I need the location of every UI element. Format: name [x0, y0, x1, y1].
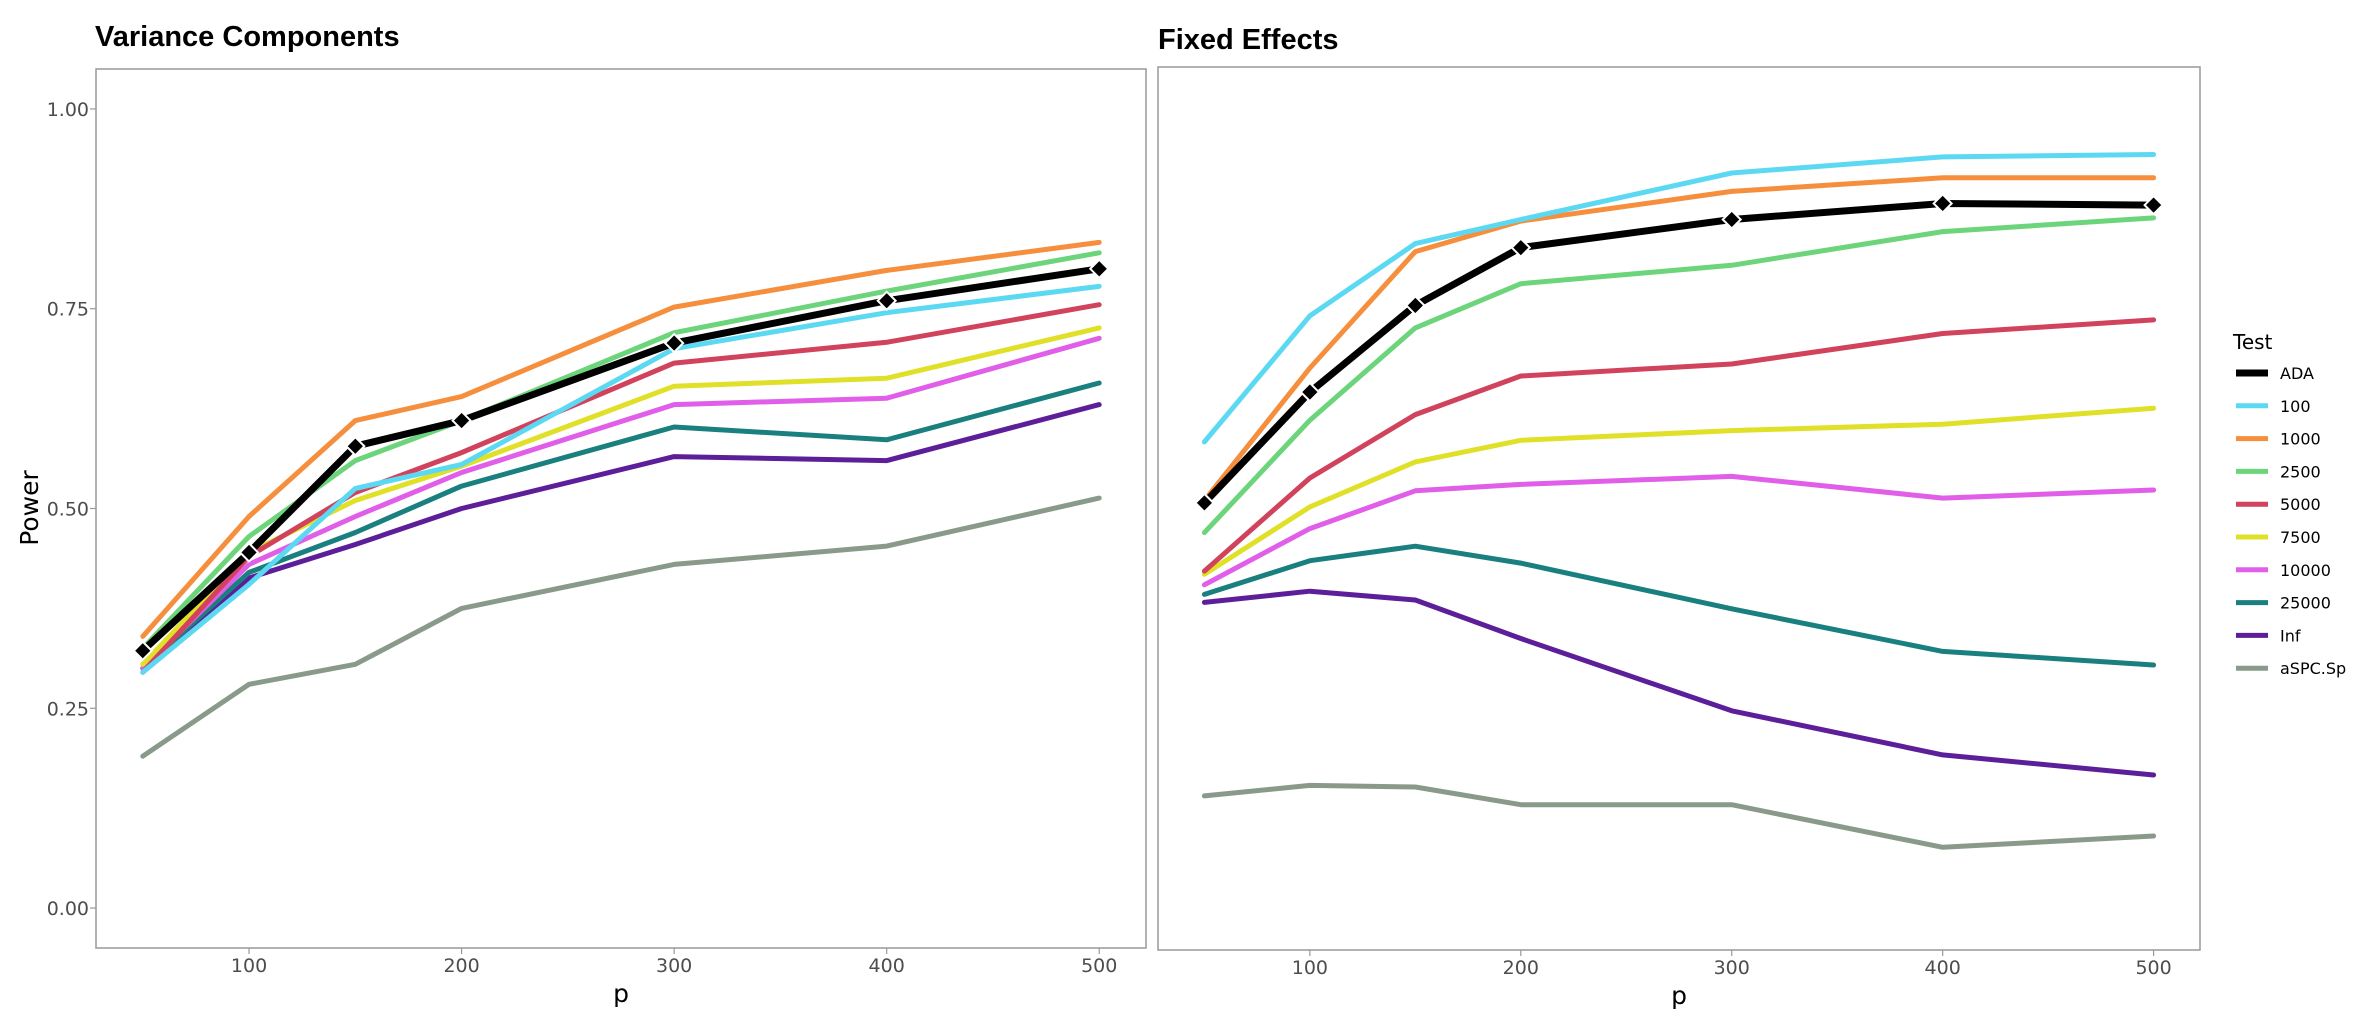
y-tick-label: 0.50 [47, 499, 89, 521]
x-tick-label: 300 [1714, 957, 1750, 979]
x-axis-label: p [1671, 981, 1687, 1010]
series-line-2500 [140, 250, 1102, 651]
series-line-1000 [140, 239, 1102, 639]
x-tick-label: 100 [1292, 957, 1328, 979]
legend-title: Test [2232, 330, 2273, 354]
x-tick-label: 500 [1081, 955, 1117, 977]
y-axis: 0.00 0.25 0.50 0.75 1.00 [47, 99, 96, 920]
series-lines [139, 239, 1103, 759]
series-line-5000 [1201, 317, 2157, 574]
x-axis: 100 200 300 400 500 [231, 948, 1117, 977]
x-tick-label: 200 [1503, 957, 1539, 979]
series-line-100 [1201, 152, 2157, 445]
ada-point [1299, 381, 1321, 403]
series-line-100 [140, 283, 1102, 675]
legend-label: aSPC.Sp [2280, 659, 2346, 678]
x-axis: 100 200 300 400 500 [1292, 950, 2172, 979]
series-lines [1200, 152, 2158, 850]
ada-point [876, 290, 898, 312]
ada-markers [132, 258, 1110, 662]
y-tick-label: 1.00 [47, 99, 89, 121]
ada-point [1404, 294, 1426, 316]
ada-point [132, 640, 154, 662]
series-line-10000 [140, 335, 1102, 671]
y-axis-label: Power [15, 469, 44, 545]
ada-point [2143, 194, 2165, 216]
x-tick-label: 200 [443, 955, 479, 977]
series-line-ada [139, 265, 1103, 655]
panel-variance-components: Variance Components 0.00 0.25 0.50 0.75 1.00… [15, 21, 1147, 1008]
panel-border [95, 68, 1147, 949]
legend-label: 10000 [2280, 561, 2331, 580]
panel-border [1157, 66, 2201, 951]
ada-point [1510, 237, 1532, 259]
y-tick-label: 0.25 [47, 698, 89, 720]
ada-point [1932, 193, 1954, 214]
panel-title: Fixed Effects [1158, 24, 1339, 56]
series-line-7500 [1201, 405, 2157, 577]
x-tick-label: 500 [2135, 957, 2171, 979]
x-tick-label: 400 [1925, 957, 1961, 979]
legend-label: Inf [2280, 626, 2301, 645]
legend-label: 7500 [2280, 528, 2321, 547]
series-line-10000 [1201, 473, 2157, 588]
legend-label: 1000 [2280, 430, 2321, 449]
legend-label: 2500 [2280, 462, 2321, 481]
series-line-25000 [1201, 543, 2157, 668]
ada-point [1193, 492, 1215, 514]
y-tick-label: 0.00 [47, 898, 89, 920]
legend: Test ADA 100 1000 2500 5000 7500 10000 25000 Inf… [2232, 330, 2346, 678]
panel-fixed-effects: Fixed Effects 100 200 300 400 500 p [1157, 24, 2201, 1010]
x-tick-label: 300 [656, 955, 692, 977]
series-line-aspc-sp [1201, 782, 2157, 850]
ada-point [663, 332, 685, 354]
y-tick-label: 0.75 [47, 299, 89, 321]
series-line-2500 [1201, 215, 2157, 536]
legend-label: 100 [2280, 397, 2311, 416]
legend-label: 25000 [2280, 594, 2331, 613]
ada-markers [1193, 193, 2165, 514]
series-line-aspc-sp [140, 495, 1102, 759]
series-line-inf [140, 402, 1102, 671]
series-line-inf [1201, 588, 2157, 778]
x-tick-label: 400 [869, 955, 905, 977]
series-line-25000 [140, 380, 1102, 671]
ada-point [451, 410, 473, 432]
ada-point [1088, 258, 1110, 280]
ada-point [1721, 209, 1743, 230]
x-tick-label: 100 [231, 955, 267, 977]
x-axis-label: p [613, 979, 629, 1008]
panel-title: Variance Components [95, 21, 400, 53]
ada-point [344, 435, 366, 457]
legend-label: 5000 [2280, 495, 2321, 514]
ada-point [238, 542, 260, 563]
legend-items: ADA 100 1000 2500 5000 7500 10000 25000 Inf aSPC.… [2236, 364, 2346, 678]
legend-label: ADA [2280, 364, 2314, 383]
